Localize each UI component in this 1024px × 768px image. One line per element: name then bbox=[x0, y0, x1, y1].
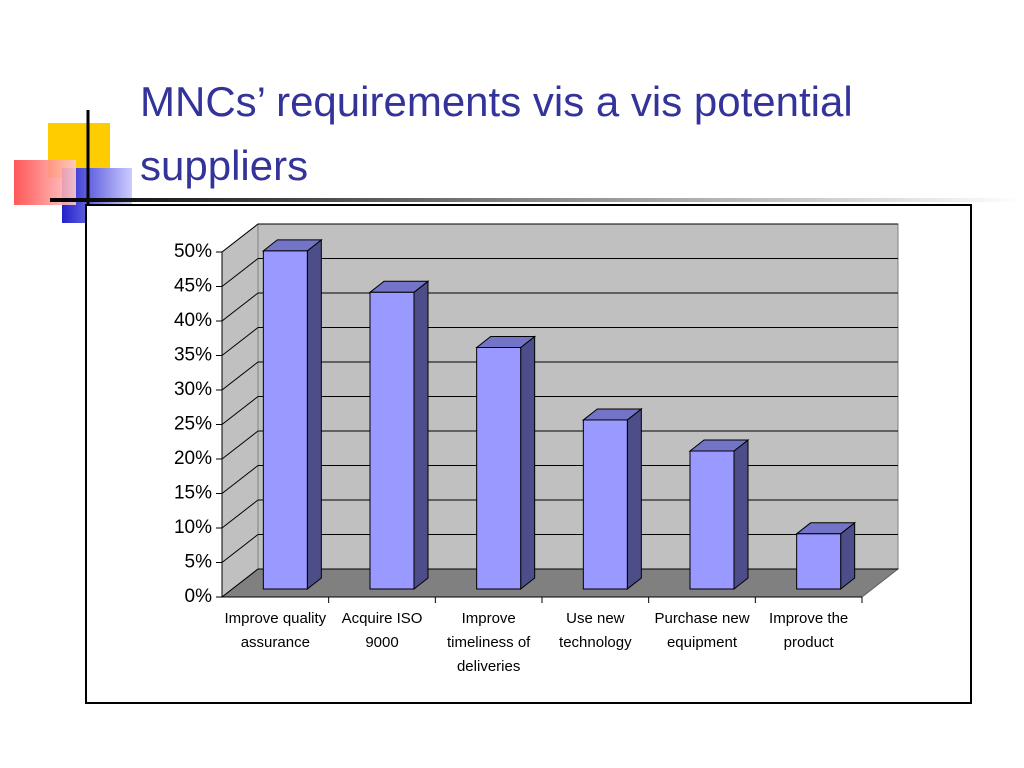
x-tick-label: Improve quality assurance bbox=[224, 610, 327, 651]
y-tick-label: 50% bbox=[174, 241, 212, 262]
chart-title: MNCs’ requirements vis a vis potential s… bbox=[140, 78, 853, 189]
bar bbox=[262, 250, 308, 590]
grid-line bbox=[221, 534, 259, 563]
grid-line bbox=[221, 396, 259, 425]
grid-line bbox=[221, 430, 259, 460]
y-tick-label: 5% bbox=[185, 552, 213, 573]
x-tick-label: Use new technology bbox=[559, 610, 632, 651]
bar bbox=[369, 291, 415, 590]
bar-side bbox=[306, 238, 322, 591]
grid-line bbox=[221, 292, 259, 322]
bar-side bbox=[626, 407, 642, 591]
y-tick-label: 35% bbox=[174, 345, 212, 366]
deco-square bbox=[14, 160, 76, 205]
bar bbox=[796, 533, 842, 590]
y-tick-label: 25% bbox=[174, 414, 212, 435]
y-tick-label: 30% bbox=[174, 379, 212, 400]
x-tick-label: Purchase new equipment bbox=[654, 610, 750, 651]
grid-line bbox=[221, 465, 259, 494]
y-tick-label: 15% bbox=[174, 483, 212, 504]
y-tick-label: 45% bbox=[174, 276, 212, 297]
grid-line bbox=[221, 258, 259, 287]
bar-side bbox=[733, 438, 749, 591]
y-tick-label: 20% bbox=[174, 448, 212, 469]
x-tick-label: Improve timeliness of deliveries bbox=[446, 610, 531, 675]
grid-line bbox=[221, 361, 259, 391]
y-tick-label: 10% bbox=[174, 517, 212, 538]
bar bbox=[476, 347, 522, 590]
bar-side bbox=[520, 335, 536, 591]
grid-line bbox=[221, 499, 259, 529]
bar bbox=[582, 419, 628, 590]
bar-side bbox=[413, 280, 429, 591]
grid-line bbox=[221, 223, 259, 253]
bar bbox=[689, 450, 735, 590]
y-tick-label: 40% bbox=[174, 310, 212, 331]
x-tick-label: Improve the product bbox=[769, 610, 849, 651]
grid-line bbox=[221, 568, 259, 598]
title-rule bbox=[50, 198, 1024, 202]
y-tick-label: 0% bbox=[185, 586, 213, 607]
x-tick-label: Acquire ISO 9000 bbox=[341, 610, 423, 651]
grid-line bbox=[221, 327, 259, 356]
